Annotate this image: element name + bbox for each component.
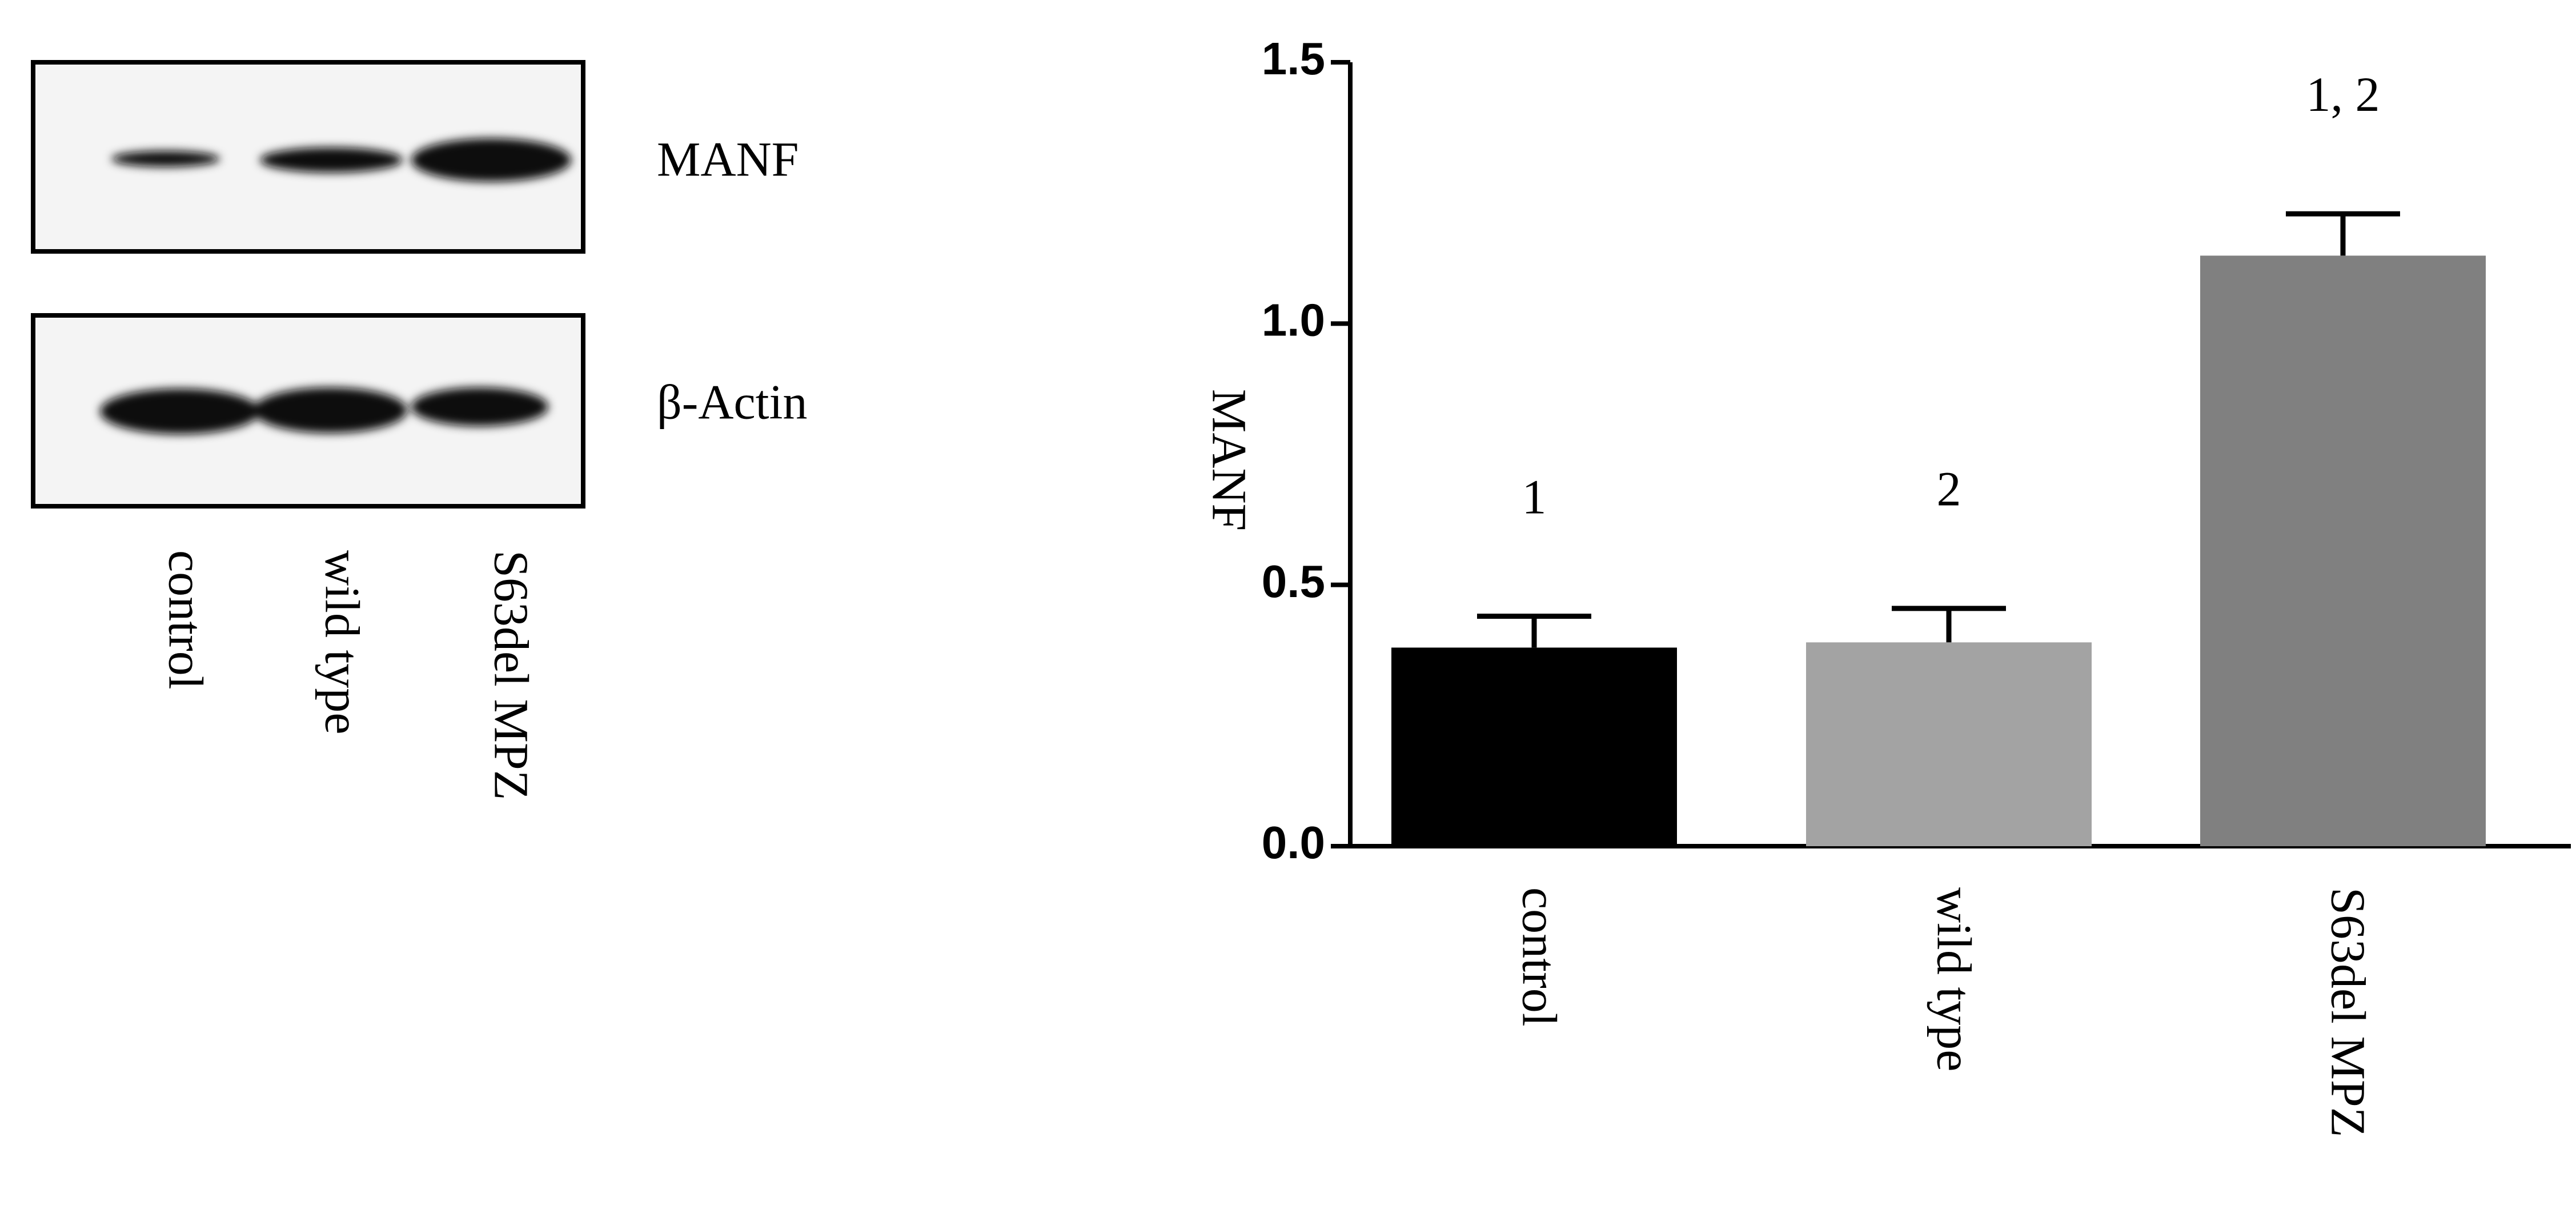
band xyxy=(411,138,571,182)
lane-label: wild type xyxy=(315,550,370,734)
annotation: 1 xyxy=(1522,469,1547,524)
y-tick-label: 1.5 xyxy=(1262,33,1325,84)
annotation: 1, 2 xyxy=(2306,67,2380,122)
annotation: 2 xyxy=(1937,462,1961,517)
y-tick-label: 1.0 xyxy=(1262,294,1325,345)
band xyxy=(260,147,403,173)
x-tick-label: wild type xyxy=(1927,887,1981,1071)
lane-label: S63del MPZ xyxy=(484,550,539,800)
band xyxy=(411,387,548,426)
x-tick-label: control xyxy=(1512,887,1567,1027)
lane-label: control xyxy=(158,550,213,690)
western-blot: MANF β-Actin control wild type S63del MP… xyxy=(31,60,807,800)
blot-row-label: MANF xyxy=(657,132,799,187)
y-tick-label: 0.5 xyxy=(1262,556,1325,607)
y-axis-label: MANF xyxy=(1202,389,1257,531)
band xyxy=(100,389,260,434)
band xyxy=(253,387,407,433)
y-tick-label: 0.0 xyxy=(1262,817,1325,868)
blot-row-label: β-Actin xyxy=(657,375,807,430)
bar xyxy=(1391,647,1677,846)
bar xyxy=(2200,255,2486,847)
band xyxy=(111,151,220,167)
bar xyxy=(1806,642,2092,846)
x-tick-label: S63del MPZ xyxy=(2321,887,2376,1137)
